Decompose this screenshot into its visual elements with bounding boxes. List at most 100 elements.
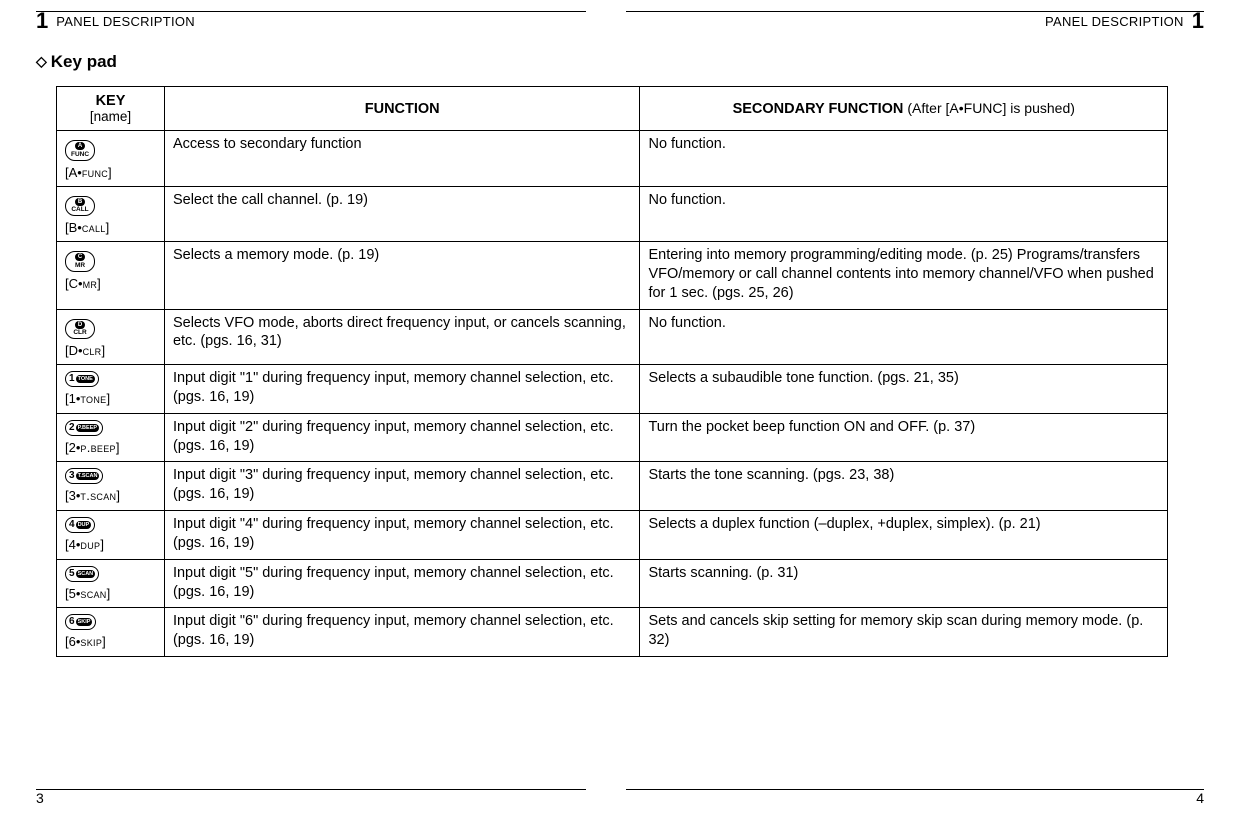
- key-button-icon: AFUNC: [65, 140, 95, 161]
- key-cell: BCALL [B•call]: [57, 186, 165, 242]
- key-name-sc: tone: [80, 391, 106, 406]
- header-right: PANEL DESCRIPTION 1: [1045, 10, 1204, 32]
- key-button-icon: CMR: [65, 251, 95, 272]
- col-header-secondary-after: (After [A•FUNC] is pushed): [907, 100, 1075, 116]
- key-button-top: B: [75, 198, 85, 206]
- table-row: BCALL [B•call] Select the call channel. (p…: [57, 186, 1168, 242]
- key-name: [2•p.beep]: [65, 440, 156, 455]
- key-button-bottom: MR: [75, 262, 85, 269]
- key-name-post: ]: [116, 488, 120, 503]
- key-name-sc: call: [82, 220, 106, 235]
- secondary-cell: No function.: [640, 131, 1168, 187]
- key-name-pre: [4•: [65, 537, 80, 552]
- key-cell: AFUNC [A•func]: [57, 131, 165, 187]
- function-cell: Access to secondary function: [164, 131, 640, 187]
- function-cell: Input digit "2" during frequency input, …: [164, 413, 640, 462]
- key-button-top: C: [75, 253, 85, 261]
- table-row: DCLR [D•clr] Selects VFO mode, aborts dire…: [57, 309, 1168, 365]
- key-button-label: P.BEEP: [76, 424, 99, 432]
- key-button-digit: 1: [69, 374, 75, 384]
- header: 1 PANEL DESCRIPTION PANEL DESCRIPTION 1: [36, 10, 1204, 40]
- col-header-secondary: SECONDARY FUNCTION (After [A•FUNC] is pu…: [640, 87, 1168, 131]
- secondary-cell: No function.: [640, 186, 1168, 242]
- key-name-pre: [6•: [65, 634, 80, 649]
- page-number-right: 4: [1196, 790, 1204, 806]
- key-cell: 3T.SCAN [3•t.scan]: [57, 462, 165, 511]
- key-button-bottom: CLR: [73, 329, 86, 336]
- key-cell: 5SCAN[5•scan]: [57, 559, 165, 608]
- key-button-digit: 2: [69, 423, 75, 433]
- subheading-text: Key pad: [51, 52, 117, 71]
- key-button-icon: 3T.SCAN: [65, 468, 103, 484]
- key-button-label: DUP: [76, 521, 92, 529]
- key-button-bottom: FUNC: [71, 151, 89, 158]
- subheading: ◇Key pad: [36, 52, 1204, 72]
- key-name-sc: t.scan: [80, 488, 116, 503]
- key-button-label: TONE: [76, 375, 95, 383]
- secondary-cell: Sets and cancels skip setting for memory…: [640, 608, 1168, 657]
- key-name: [B•call]: [65, 220, 156, 235]
- key-name-pre: [3•: [65, 488, 80, 503]
- key-button-label: SKIP: [76, 618, 93, 626]
- key-button-bottom: CALL: [71, 206, 88, 213]
- key-table: KEY [name] FUNCTION SECONDARY FUNCTION (…: [56, 86, 1168, 657]
- key-name-sc: skip: [80, 634, 102, 649]
- section-title-right: PANEL DESCRIPTION: [1045, 14, 1184, 29]
- footer-rule-left: [36, 789, 586, 790]
- key-cell: 4DUP[4•dup]: [57, 511, 165, 560]
- key-cell: 6SKIP [6•skip]: [57, 608, 165, 657]
- function-cell: Input digit "6" during frequency input, …: [164, 608, 640, 657]
- key-name: [A•func]: [65, 165, 156, 180]
- key-button-digit: 6: [69, 617, 75, 627]
- table-row: 4DUP[4•dup]Input digit "4" during freque…: [57, 511, 1168, 560]
- function-cell: Selects a memory mode. (p. 19): [164, 242, 640, 310]
- key-cell: 1TONE [1•tone]: [57, 365, 165, 414]
- key-name-sc: mr: [83, 276, 98, 291]
- col-header-key-sub: [name]: [65, 109, 156, 124]
- col-header-function: FUNCTION: [164, 87, 640, 131]
- function-cell: Input digit "5" during frequency input, …: [164, 559, 640, 608]
- key-name-pre: [C•: [65, 276, 83, 291]
- function-cell: Input digit "1" during frequency input, …: [164, 365, 640, 414]
- key-name-pre: [A•: [65, 165, 82, 180]
- diamond-icon: ◇: [36, 53, 47, 69]
- table-row: 6SKIP [6•skip] Input digit "6" during freq…: [57, 608, 1168, 657]
- key-button-top: D: [75, 321, 85, 329]
- key-name: [6•skip]: [65, 634, 156, 649]
- key-name-sc: clr: [83, 343, 102, 358]
- key-cell: 2P.BEEP [2•p.beep]: [57, 413, 165, 462]
- key-button-icon: DCLR: [65, 319, 95, 340]
- key-name-sc: p.beep: [80, 440, 115, 455]
- function-cell: Input digit "3" during frequency input, …: [164, 462, 640, 511]
- key-name-post: ]: [116, 440, 120, 455]
- key-name-sc: scan: [80, 586, 106, 601]
- col-header-secondary-main: SECONDARY FUNCTION: [733, 101, 904, 117]
- key-name-post: ]: [106, 391, 110, 406]
- key-button-icon: 1TONE: [65, 371, 99, 387]
- key-name: [D•clr]: [65, 343, 156, 358]
- table-row: 2P.BEEP [2•p.beep] Input digit "2" during …: [57, 413, 1168, 462]
- function-cell: Select the call channel. (p. 19): [164, 186, 640, 242]
- secondary-cell: Selects a duplex function (–duplex, +dup…: [640, 511, 1168, 560]
- key-name-pre: [D•: [65, 343, 83, 358]
- key-name-pre: [B•: [65, 220, 82, 235]
- secondary-cell: Starts scanning. (p. 31): [640, 559, 1168, 608]
- col-header-key: KEY [name]: [57, 87, 165, 131]
- table-row: 3T.SCAN [3•t.scan] Input digit "3" during …: [57, 462, 1168, 511]
- table-row: 5SCAN[5•scan]Input digit "5" during freq…: [57, 559, 1168, 608]
- header-left: 1 PANEL DESCRIPTION: [36, 10, 195, 32]
- table-row: 1TONE [1•tone] Input digit "1" during freq…: [57, 365, 1168, 414]
- key-button-icon: 2P.BEEP: [65, 420, 103, 436]
- key-button-digit: 5: [69, 569, 75, 579]
- key-name: [3•t.scan]: [65, 488, 156, 503]
- key-button-icon: 4DUP: [65, 517, 95, 533]
- key-button-digit: 3: [69, 471, 75, 481]
- secondary-cell: Turn the pocket beep function ON and OFF…: [640, 413, 1168, 462]
- secondary-cell: No function.: [640, 309, 1168, 365]
- section-number-left: 1: [36, 10, 48, 32]
- key-name-sc: dup: [80, 537, 100, 552]
- function-cell: Input digit "4" during frequency input, …: [164, 511, 640, 560]
- key-name: [5•scan]: [65, 586, 156, 601]
- function-cell: Selects VFO mode, aborts direct frequenc…: [164, 309, 640, 365]
- key-name: [1•tone]: [65, 391, 156, 406]
